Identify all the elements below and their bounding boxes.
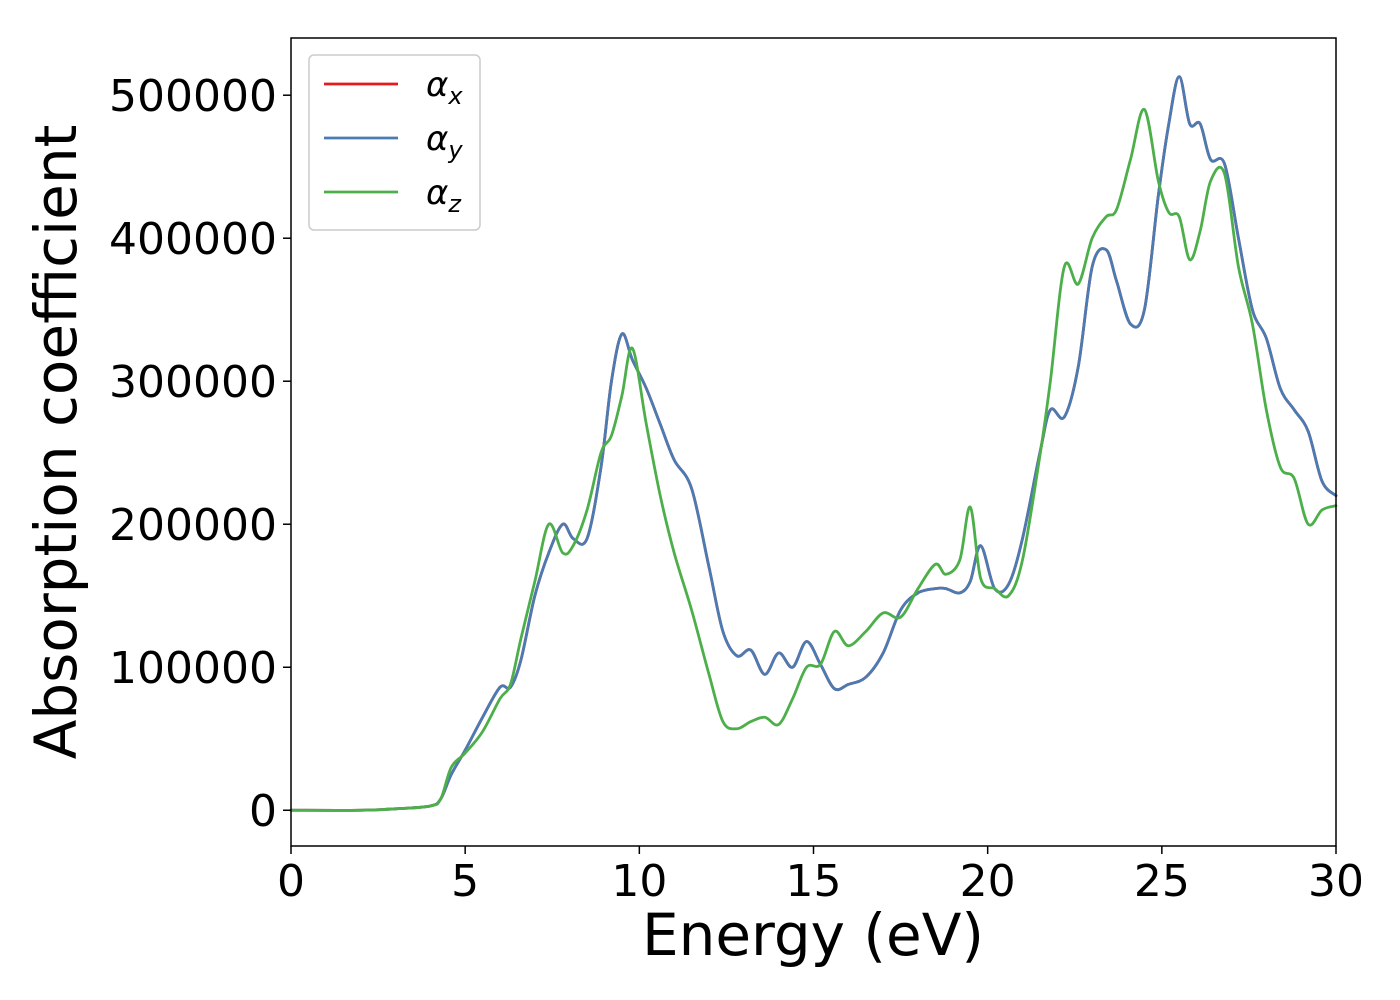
y-tick-label: 300000 (109, 357, 277, 408)
x-tick-label: 10 (611, 856, 667, 907)
legend-label-z: αz (426, 173, 462, 218)
legend-box (308, 54, 481, 231)
legend: αx αy αz (308, 54, 481, 231)
x-tick-label: 15 (786, 856, 842, 907)
y-tick-label: 100000 (109, 643, 277, 694)
legend-entries: αx αy αz (324, 65, 463, 218)
series-line-y (289, 75, 1338, 812)
x-tick-label: 5 (451, 856, 479, 907)
y-axis-title: Absorption coefficient (22, 125, 90, 760)
x-tick-label: 20 (960, 856, 1016, 907)
legend-label-y: αy (426, 119, 463, 164)
legend-label-x: αx (426, 65, 463, 110)
x-tick-label: 0 (277, 856, 305, 907)
y-tick-label: 400000 (109, 214, 277, 265)
y-tick-label: 200000 (109, 500, 277, 551)
series-lines (289, 75, 1338, 812)
x-tick-label: 30 (1308, 856, 1364, 907)
y-tick-label: 500000 (109, 71, 277, 122)
y-tick-label: 0 (249, 786, 277, 837)
x-axis: 0 5 10 15 20 25 30 (277, 846, 1364, 907)
x-tick-label: 25 (1134, 856, 1190, 907)
series-line-z (289, 108, 1338, 812)
y-axis: 0 100000 200000 300000 400000 500000 (109, 71, 291, 837)
x-axis-title: Energy (eV) (642, 901, 984, 969)
